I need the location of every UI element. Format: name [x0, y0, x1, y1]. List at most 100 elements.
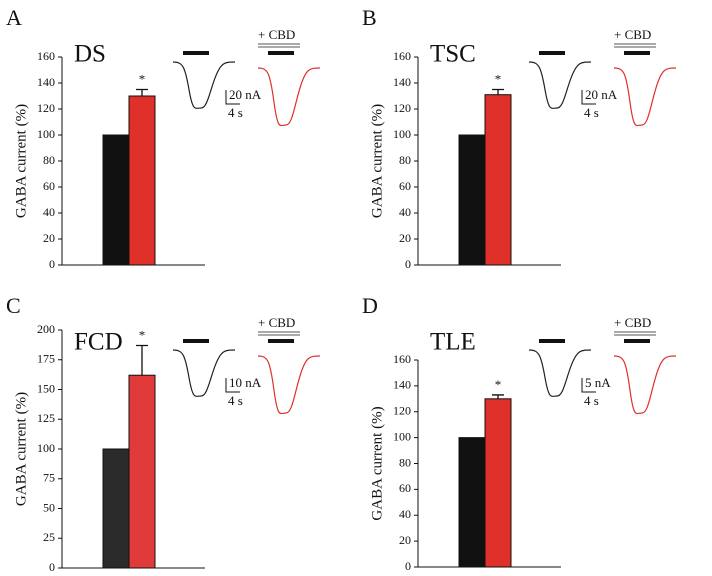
significance-star: *	[495, 71, 502, 86]
drug-label: + CBD	[614, 315, 651, 330]
cbd-trace	[257, 355, 321, 415]
bar	[484, 398, 512, 568]
y-tick-label: 125	[37, 411, 55, 425]
scale-time: 4 s	[228, 393, 243, 408]
chart-title: DS	[74, 41, 106, 68]
panel: A DS GABA current (%) 0 20 40 60 80 100 120 140 160…	[6, 5, 321, 271]
application-bar	[624, 51, 650, 55]
scale-bar	[581, 90, 596, 105]
application-bar	[183, 51, 209, 55]
panel-letter: C	[6, 293, 21, 318]
y-tick-label: 60	[399, 481, 411, 495]
scale-current: 20 nA	[229, 87, 262, 102]
y-tick-label: 100	[393, 127, 411, 141]
y-tick-label: 20	[399, 533, 411, 547]
scale-time: 4 s	[584, 393, 599, 408]
scale-time: 4 s	[584, 105, 599, 120]
bar	[102, 448, 130, 569]
error-bar	[136, 344, 148, 376]
y-tick-label: 100	[37, 127, 55, 141]
scale-current: 5 nA	[585, 375, 611, 390]
y-tick-label: 50	[43, 500, 55, 514]
cbd-trace	[613, 355, 677, 415]
y-tick-label: 20	[43, 231, 55, 245]
y-tick-label: 100	[393, 429, 411, 443]
application-bar	[183, 339, 209, 343]
panel: B TSC GABA current (%) 0 20 40 60 80 100 120 140 16…	[362, 5, 677, 271]
y-tick-label: 160	[37, 49, 55, 63]
y-tick-label: 40	[399, 205, 411, 219]
significance-star: *	[139, 327, 146, 342]
y-tick-label: 75	[43, 471, 55, 485]
y-tick-label: 160	[393, 49, 411, 63]
bar	[128, 95, 156, 266]
scale-bar	[581, 378, 596, 393]
significance-star: *	[495, 377, 502, 392]
y-tick-label: 100	[37, 441, 55, 455]
y-tick-label: 60	[43, 179, 55, 193]
panel: D TLE GABA current (%) 0 20 40 60 80 100 120 140 16…	[362, 293, 677, 573]
error-bar	[136, 88, 148, 96]
drug-label: + CBD	[614, 27, 651, 42]
drug-label: + CBD	[258, 315, 295, 330]
control-trace	[172, 61, 236, 109]
control-trace	[528, 349, 592, 397]
y-tick-label: 20	[399, 231, 411, 245]
y-tick-label: 0	[49, 560, 55, 574]
y-tick-label: 150	[37, 381, 55, 395]
panel: C FCD GABA current (%) 0 25 50 75 100 125 150 175 2…	[6, 293, 321, 574]
error-bar	[492, 88, 504, 95]
y-tick-label: 140	[393, 378, 411, 392]
scale-current: 10 nA	[229, 375, 262, 390]
application-bar	[268, 51, 294, 55]
scale-current: 20 nA	[585, 87, 618, 102]
y-tick-label: 40	[399, 507, 411, 521]
y-tick-label: 160	[393, 352, 411, 366]
application-bar	[624, 339, 650, 343]
y-tick-label: 25	[43, 530, 55, 544]
bar	[484, 94, 512, 266]
scale-bar	[225, 378, 240, 393]
control-trace	[528, 61, 592, 109]
y-tick-label: 175	[37, 352, 55, 366]
y-tick-label: 140	[37, 75, 55, 89]
y-tick-label: 140	[393, 75, 411, 89]
application-bar	[268, 339, 294, 343]
bar	[102, 134, 130, 266]
panel-letter: B	[362, 5, 377, 30]
chart-title: FCD	[74, 329, 123, 356]
chart-title: TSC	[430, 41, 476, 68]
drug-label: + CBD	[258, 27, 295, 42]
scale-bar	[225, 90, 240, 105]
y-axis-label: GABA current (%)	[13, 104, 29, 218]
scale-time: 4 s	[228, 105, 243, 120]
cbd-trace	[257, 67, 321, 127]
y-tick-label: 0	[405, 257, 411, 271]
y-tick-label: 0	[49, 257, 55, 271]
significance-star: *	[139, 71, 146, 86]
y-tick-label: 80	[399, 455, 411, 469]
panel-letter: D	[362, 293, 378, 318]
application-bar	[539, 339, 565, 343]
application-bar	[539, 51, 565, 55]
bar	[128, 374, 156, 569]
y-axis-label: GABA current (%)	[369, 406, 385, 520]
bar	[458, 437, 486, 568]
y-tick-label: 0	[405, 559, 411, 573]
control-trace	[172, 349, 236, 397]
y-axis-label: GABA current (%)	[13, 392, 29, 506]
y-tick-label: 120	[37, 101, 55, 115]
y-axis-label: GABA current (%)	[369, 104, 385, 218]
y-tick-label: 60	[399, 179, 411, 193]
y-tick-label: 80	[399, 153, 411, 167]
panel-letter: A	[6, 5, 22, 30]
chart-title: TLE	[430, 329, 476, 356]
y-tick-label: 40	[43, 205, 55, 219]
y-tick-label: 120	[393, 404, 411, 418]
y-tick-label: 80	[43, 153, 55, 167]
cbd-trace	[613, 67, 677, 127]
bar	[458, 134, 486, 266]
error-bar	[492, 394, 504, 399]
y-tick-label: 120	[393, 101, 411, 115]
